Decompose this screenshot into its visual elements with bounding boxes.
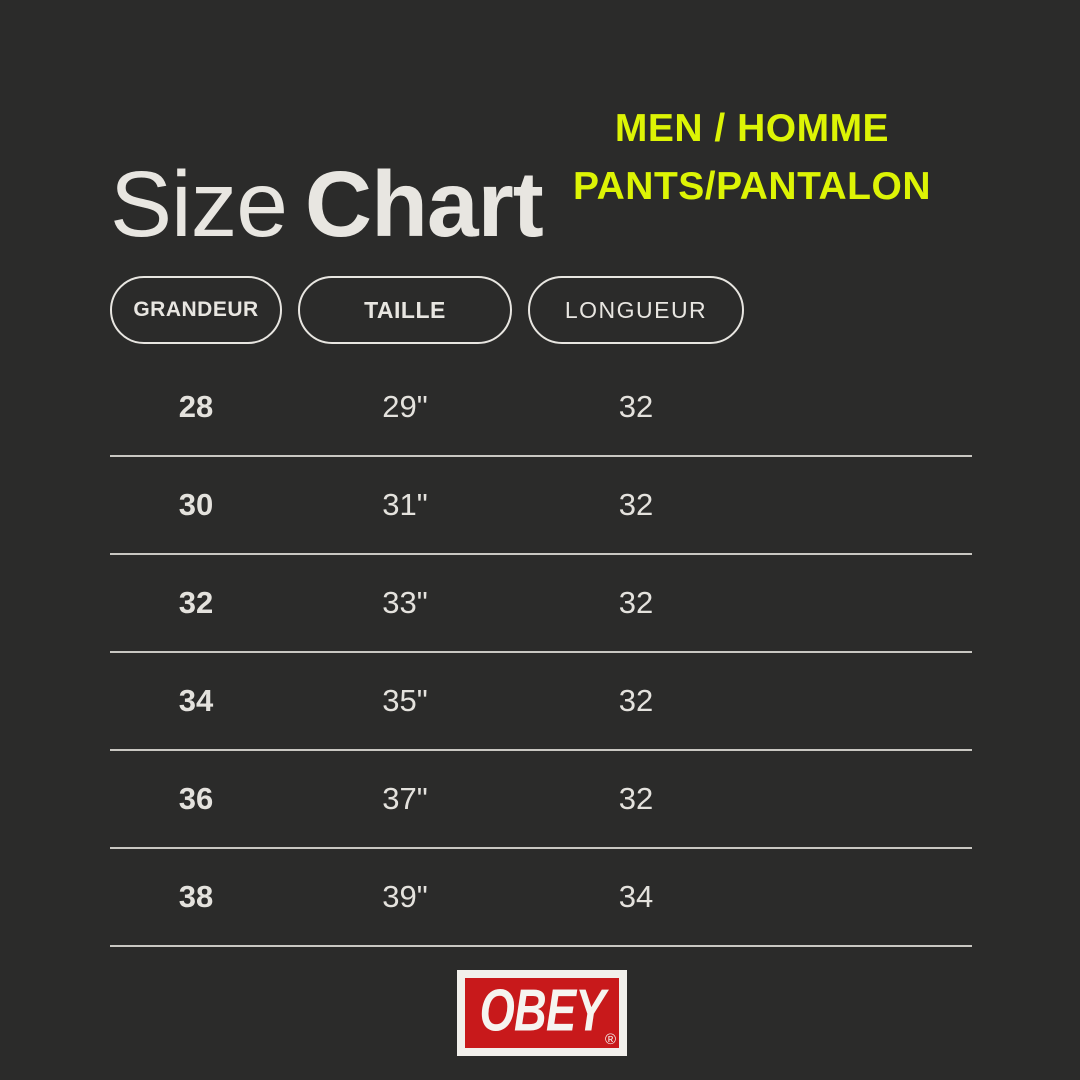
- table-row: 30 31" 32: [110, 457, 972, 555]
- cell-taille: 31": [382, 487, 428, 522]
- page-title-bold: Chart: [304, 152, 544, 257]
- page-title: Size Chart: [110, 158, 544, 251]
- obey-logo: OBEY ®: [457, 970, 627, 1056]
- obey-logo-text: OBEY: [479, 978, 605, 1044]
- cell-taille: 29": [382, 389, 428, 424]
- table-row: 34 35" 32: [110, 653, 972, 751]
- cell-grandeur: 32: [178, 585, 214, 620]
- table-row: 28 29" 32: [110, 359, 972, 457]
- subtitle-line-1: MEN / HOMME: [614, 107, 890, 150]
- cell-taille: 39": [382, 879, 428, 914]
- cell-taille: 37": [382, 781, 428, 816]
- cell-longueur: 34: [618, 879, 654, 914]
- page-title-light: Size: [110, 152, 288, 257]
- size-table: 28 29" 32 30 31" 32 32 33" 32 34 35" 32 …: [110, 359, 972, 947]
- cell-grandeur: 28: [178, 389, 214, 424]
- header-pill-grandeur: GRANDEUR: [110, 276, 282, 344]
- cell-grandeur: 30: [178, 487, 214, 522]
- header-pill-longueur: LONGUEUR: [528, 276, 744, 344]
- table-header-row: GRANDEUR TAILLE LONGUEUR: [110, 276, 744, 344]
- cell-grandeur: 36: [178, 781, 214, 816]
- subtitle-line-2: PANTS/PANTALON: [573, 165, 931, 208]
- table-row: 38 39" 34: [110, 849, 972, 947]
- cell-longueur: 32: [618, 389, 654, 424]
- cell-taille: 33": [382, 585, 428, 620]
- cell-taille: 35": [382, 683, 428, 718]
- cell-longueur: 32: [618, 683, 654, 718]
- table-row: 36 37" 32: [110, 751, 972, 849]
- cell-longueur: 32: [618, 585, 654, 620]
- registered-trademark-icon: ®: [604, 1031, 616, 1048]
- cell-longueur: 32: [618, 781, 654, 816]
- obey-logo-red-box: OBEY ®: [465, 978, 619, 1048]
- cell-grandeur: 34: [178, 683, 214, 718]
- cell-grandeur: 38: [178, 879, 214, 914]
- category-subtitle: MEN / HOMME PANTS/PANTALON: [552, 100, 952, 216]
- cell-longueur: 32: [618, 487, 654, 522]
- header-pill-taille: TAILLE: [298, 276, 512, 344]
- table-row: 32 33" 32: [110, 555, 972, 653]
